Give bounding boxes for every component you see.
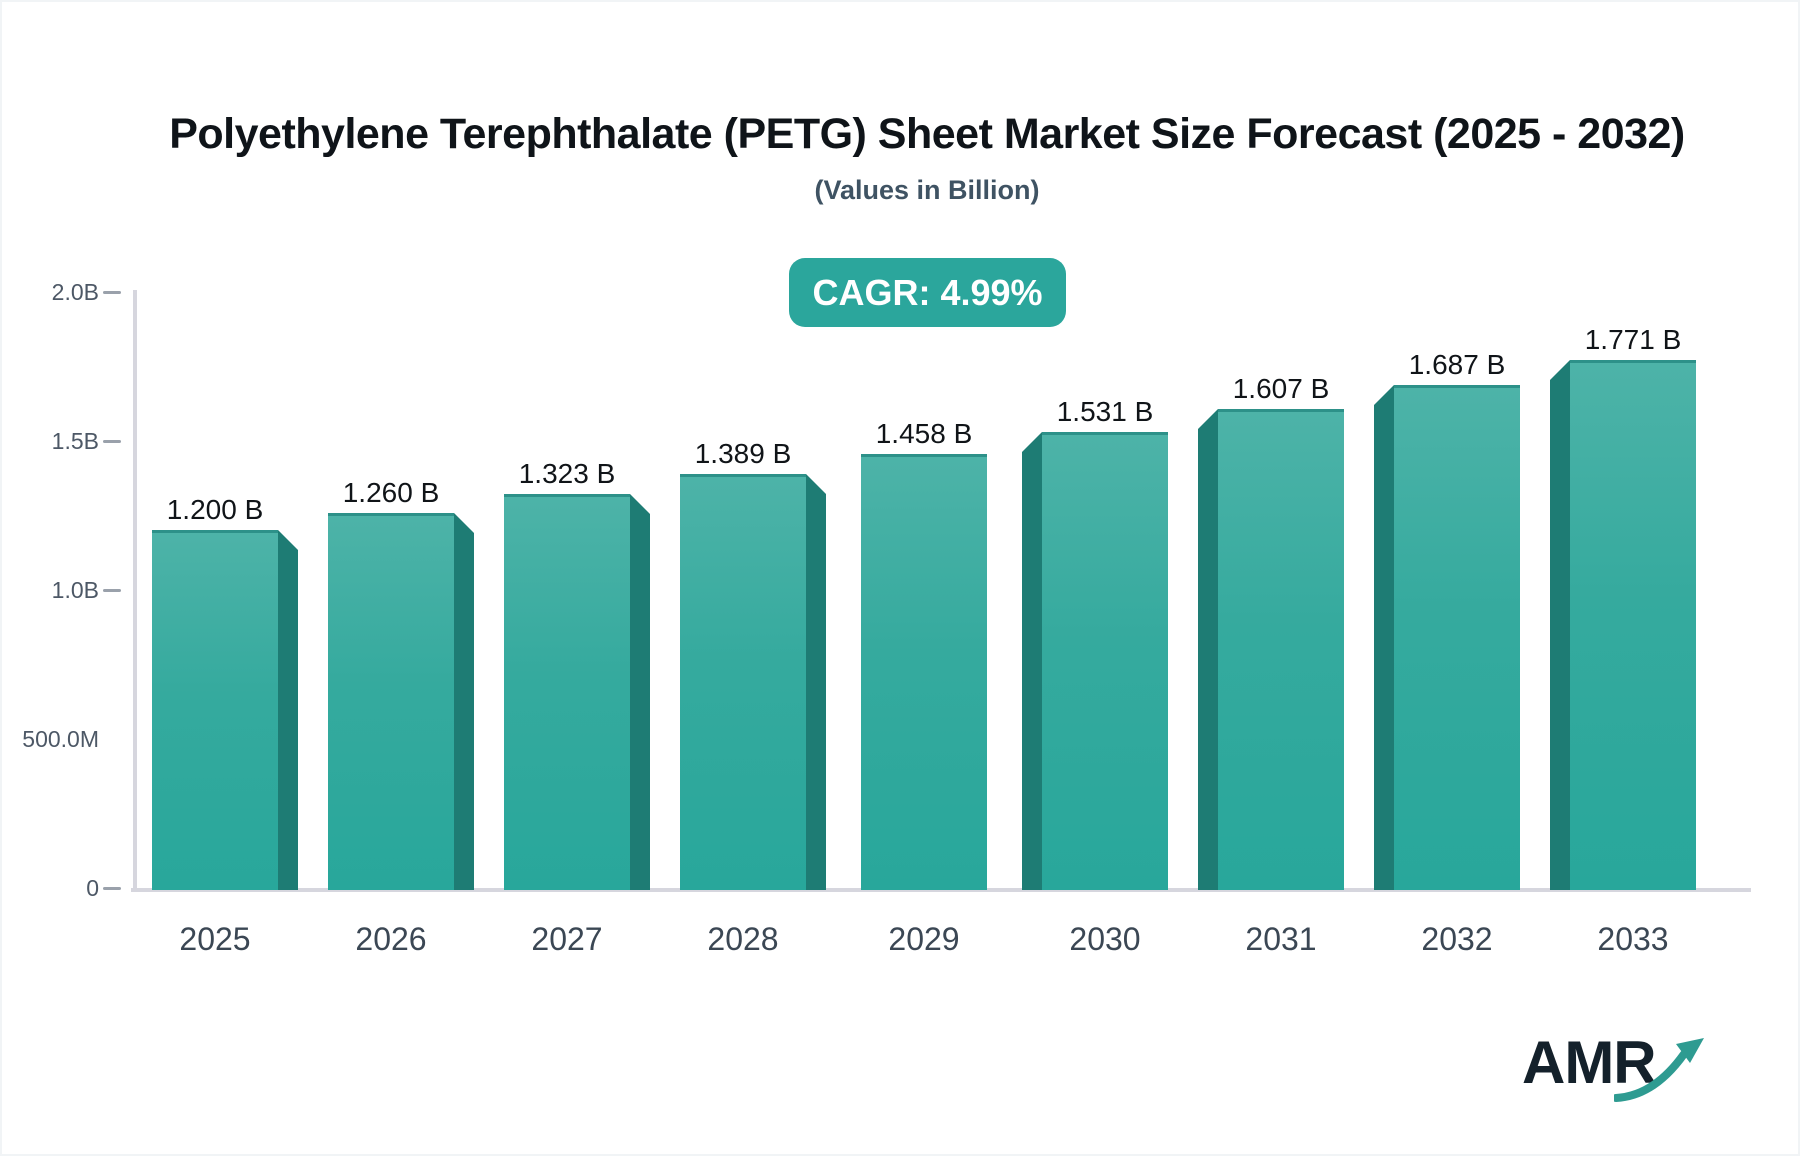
y-axis-tick-mark (103, 589, 121, 592)
x-axis-label-2032: 2032 (1421, 921, 1493, 957)
cagr-badge-label: CAGR: 4.99% (812, 271, 1043, 313)
growth-arrow-icon (1614, 1038, 1704, 1102)
bar-3d-side (1198, 409, 1218, 890)
x-axis-label-2029: 2029 (888, 921, 960, 957)
x-axis-line (131, 888, 1751, 892)
bar-value-label: 1.771 B (1584, 324, 1682, 355)
y-axis-tick-mark (103, 291, 121, 294)
x-axis-label-2028: 2028 (707, 921, 779, 957)
bar-2025 (152, 530, 278, 890)
y-axis-tick-label: 1.0B (51, 577, 99, 603)
chart-subtitle: (Values in Billion) (814, 175, 1040, 205)
bar-2027 (504, 494, 630, 890)
bar-3d-side (454, 513, 474, 890)
bar-3d-side (1022, 432, 1042, 890)
bar-value-label: 1.607 B (1232, 373, 1330, 404)
bar-3d-side (806, 474, 826, 890)
bar-3d-side (630, 494, 650, 890)
bar-value-label: 1.260 B (342, 477, 440, 508)
amr-logo-text: AMR (1522, 1029, 1657, 1096)
y-axis-tick-label: 2.0B (51, 279, 99, 305)
amr-logo: AMR (1522, 1030, 1732, 1122)
bar-2030 (1042, 432, 1168, 890)
bar-value-label: 1.200 B (166, 494, 264, 525)
bar-value-label: 1.531 B (1056, 396, 1154, 427)
y-axis-line (133, 290, 137, 890)
cagr-badge: CAGR: 4.99% (789, 258, 1066, 327)
bar-3d-side (1374, 385, 1394, 890)
bar-2026 (328, 513, 454, 890)
chart-title: Polyethylene Terephthalate (PETG) Sheet … (169, 110, 1685, 158)
bar-2029 (861, 454, 987, 890)
y-axis-tick-label: 1.5B (51, 428, 99, 454)
chart-header: Polyethylene Terephthalate (PETG) Sheet … (2, 2, 1798, 206)
x-axis-label-2027: 2027 (531, 921, 603, 957)
x-axis-label-2026: 2026 (355, 921, 427, 957)
y-axis-tick-label: 0 (86, 875, 99, 901)
x-axis-label-2025: 2025 (179, 921, 251, 957)
bar-2033 (1570, 360, 1696, 890)
bar-3d-side (1550, 360, 1570, 890)
bar-2028 (680, 474, 806, 890)
x-axis-label-2033: 2033 (1597, 921, 1669, 957)
bar-2031 (1218, 409, 1344, 890)
bar-value-label: 1.458 B (875, 418, 973, 449)
y-axis-tick-label: 500.0M (22, 726, 99, 752)
bar-value-label: 1.323 B (518, 458, 616, 489)
bar-value-label: 1.389 B (694, 438, 792, 469)
bar-2032 (1394, 385, 1520, 890)
x-axis-label-2030: 2030 (1069, 921, 1141, 957)
y-axis-tick-mark (103, 887, 121, 890)
bar-3d-side (278, 530, 298, 890)
x-axis-label-2031: 2031 (1245, 921, 1317, 957)
y-axis-tick-mark (103, 440, 121, 443)
bar-value-label: 1.687 B (1408, 349, 1506, 380)
